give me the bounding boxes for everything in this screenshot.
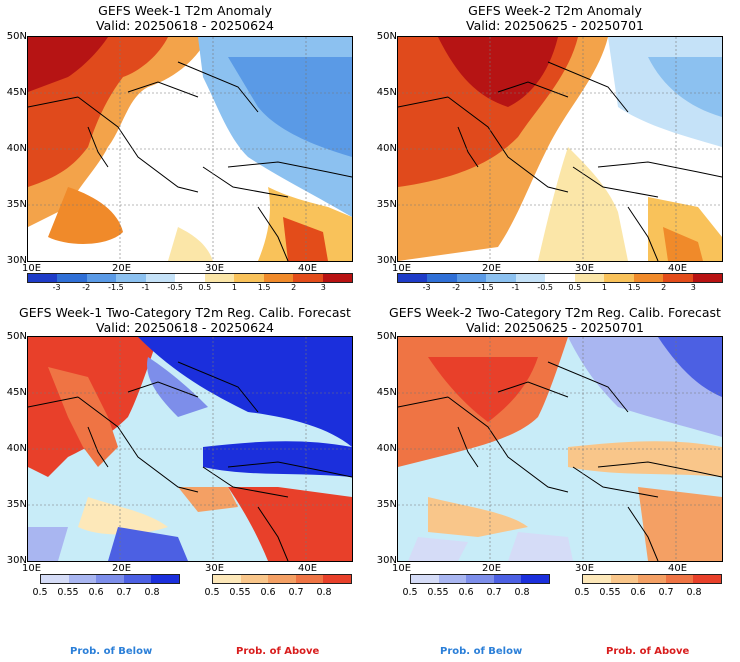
prob-below-legend: Prob. of Below — [440, 646, 523, 657]
lat-label: 40N — [376, 143, 397, 154]
lon-label: 30E — [205, 263, 225, 274]
lat-label: 50N — [376, 31, 397, 42]
below-colorbar-labels: 0.5 0.55 0.6 0.7 0.8 — [32, 587, 160, 598]
lat-label: 45N — [376, 87, 397, 98]
lon-label: 40E — [298, 563, 318, 574]
anomaly-colorbar — [27, 273, 353, 283]
prob-above-legend: Prob. of Above — [236, 646, 320, 657]
lon-label: 20E — [482, 263, 502, 274]
panel-week2-anomaly: GEFS Week-2 T2m Anomaly Valid: 20250625 … — [370, 0, 740, 292]
lon-label: 20E — [482, 563, 502, 574]
probability-map-week1 — [27, 337, 353, 562]
prob-above-legend: Prob. of Above — [606, 646, 690, 657]
lon-label: 40E — [668, 563, 688, 574]
above-colorbar — [212, 574, 352, 584]
map-area: 50N 45N 40N 35N 30N 10E 20E 30E 40E — [7, 32, 353, 274]
panel-valid-dates: Valid: 20250618 - 20250624 — [95, 18, 274, 33]
lon-label: 20E — [112, 263, 132, 274]
map-area: 50N 45N 40N 35N 30N 10E 20E 30E 40E — [377, 332, 723, 574]
anomaly-colorbar-labels: -3 -2 -1.5 -1 -0.5 0.5 1 1.5 2 3 — [422, 283, 696, 292]
lon-label: 10E — [392, 563, 412, 574]
lon-label: 40E — [298, 263, 318, 274]
lat-label: 40N — [6, 143, 27, 154]
lat-label: 45N — [6, 387, 27, 398]
lat-label: 30N — [376, 555, 397, 566]
panel-week2-probability: GEFS Week-2 Two-Category T2m Reg. Calib.… — [370, 300, 740, 662]
probability-map-week2 — [397, 337, 723, 562]
anomaly-colorbar-labels: -3 -2 -1.5 -1 -0.5 0.5 1 1.5 2 3 — [52, 283, 326, 292]
lat-label: 30N — [6, 555, 27, 566]
map-area: 50N 45N 40N 35N 30N 10E 20E 30E 40E — [377, 32, 723, 274]
anomaly-colorbar — [397, 273, 723, 283]
lat-label: 35N — [376, 199, 397, 210]
lon-label: 10E — [22, 263, 42, 274]
lon-label: 20E — [112, 563, 132, 574]
below-colorbar-labels: 0.5 0.55 0.6 0.7 0.8 — [402, 587, 530, 598]
below-colorbar — [410, 574, 550, 584]
lat-label: 35N — [376, 499, 397, 510]
above-colorbar-labels: 0.5 0.55 0.6 0.7 0.8 — [204, 587, 332, 598]
lat-label: 50N — [6, 31, 27, 42]
lat-label: 30N — [376, 255, 397, 266]
map-area: 50N 45N 40N 35N 30N 10E 20E 30E 40E — [7, 332, 353, 574]
above-colorbar — [582, 574, 722, 584]
lat-label: 35N — [6, 199, 27, 210]
above-colorbar-labels: 0.5 0.55 0.6 0.7 0.8 — [574, 587, 702, 598]
lon-label: 40E — [668, 263, 688, 274]
lon-label: 30E — [205, 563, 225, 574]
lat-label: 40N — [6, 443, 27, 454]
lat-label: 35N — [6, 499, 27, 510]
panel-week1-probability: GEFS Week-1 Two-Category T2m Reg. Calib.… — [0, 300, 370, 662]
panel-valid-dates: Valid: 20250625 - 20250701 — [465, 18, 644, 33]
lon-label: 10E — [22, 563, 42, 574]
panel-title: GEFS Week-1 Two-Category T2m Reg. Calib.… — [19, 305, 351, 320]
panel-title: GEFS Week-2 T2m Anomaly — [468, 3, 642, 18]
panel-title: GEFS Week-2 Two-Category T2m Reg. Calib.… — [389, 305, 721, 320]
anomaly-map-week1 — [27, 37, 353, 262]
lat-label: 45N — [376, 387, 397, 398]
panel-title: GEFS Week-1 T2m Anomaly — [98, 3, 272, 18]
lat-label: 50N — [376, 331, 397, 342]
prob-below-legend: Prob. of Below — [70, 646, 153, 657]
panel-week1-anomaly: GEFS Week-1 T2m Anomaly Valid: 20250618 … — [0, 0, 370, 292]
lat-label: 50N — [6, 331, 27, 342]
panel-valid-dates: Valid: 20250625 - 20250701 — [465, 320, 644, 335]
lon-label: 30E — [575, 263, 595, 274]
lat-label: 45N — [6, 87, 27, 98]
lon-label: 30E — [575, 563, 595, 574]
panel-valid-dates: Valid: 20250618 - 20250624 — [95, 320, 274, 335]
lat-label: 40N — [376, 443, 397, 454]
anomaly-map-week2 — [397, 37, 723, 262]
lat-label: 30N — [6, 255, 27, 266]
lon-label: 10E — [392, 263, 412, 274]
below-colorbar — [40, 574, 180, 584]
